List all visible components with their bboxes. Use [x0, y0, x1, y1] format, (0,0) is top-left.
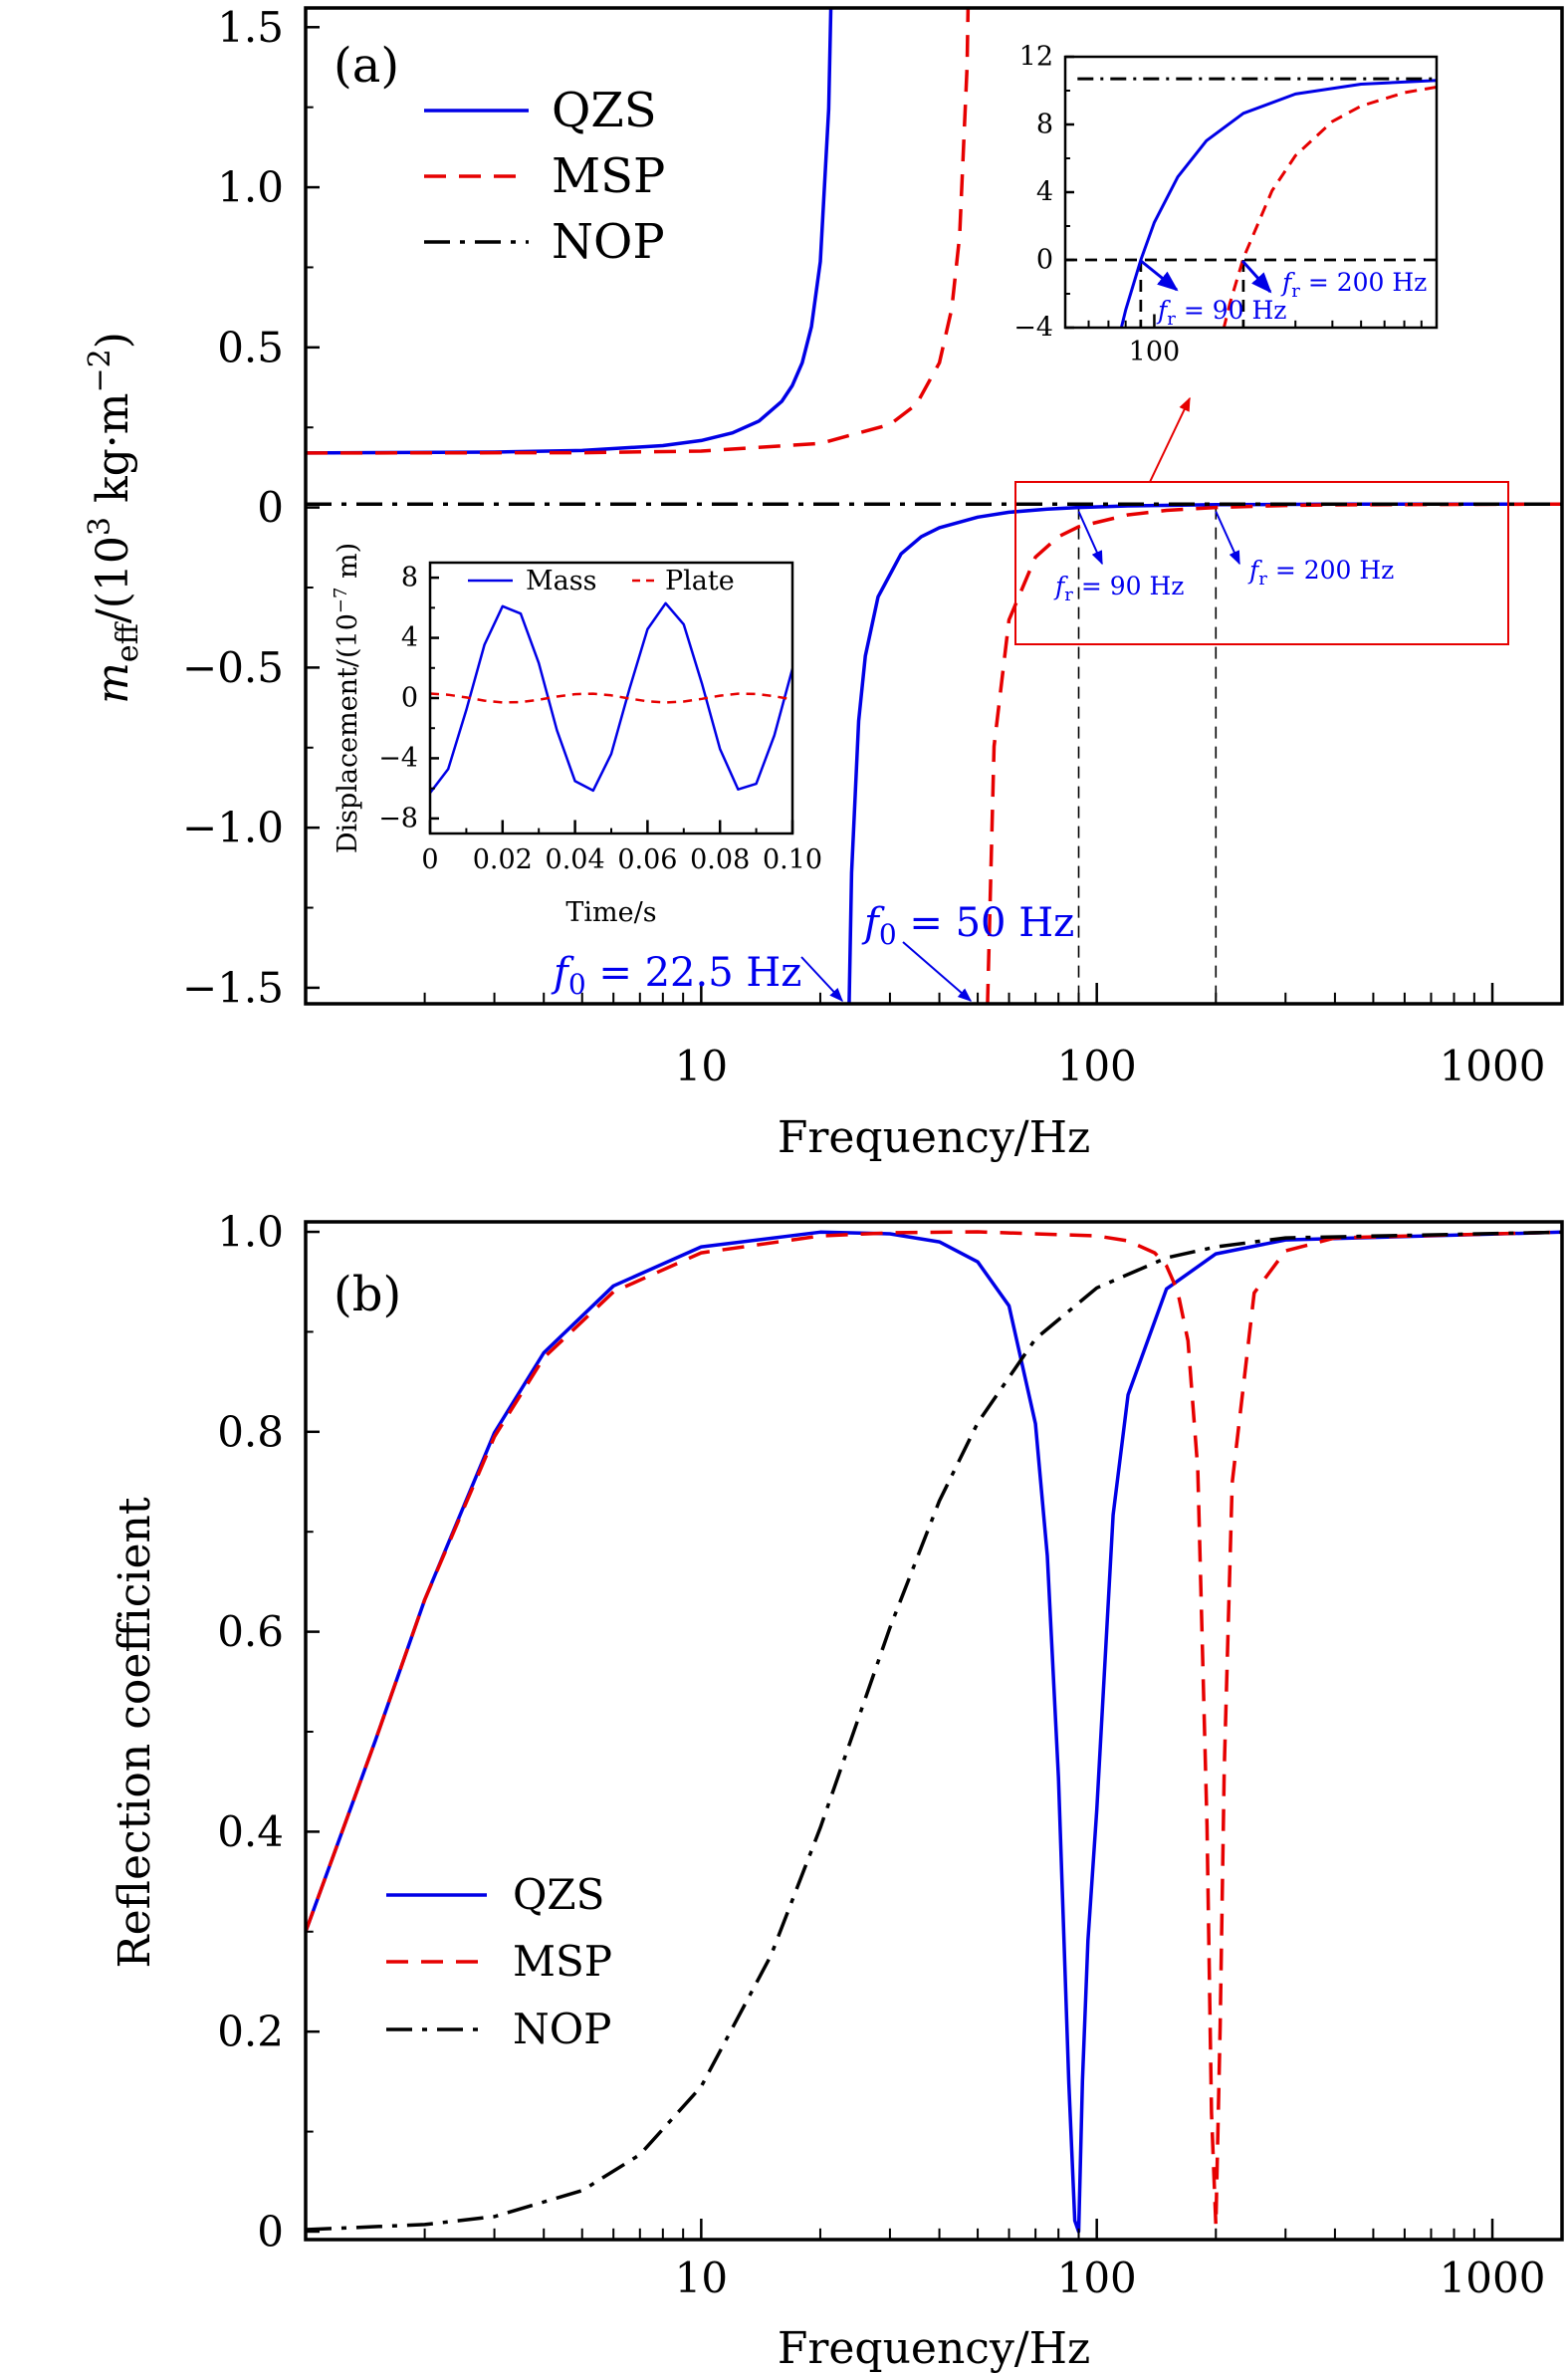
y-tick-label: 1.5 — [217, 3, 284, 52]
inset-zoomed-effective-mass: 12 8 4 0 −4 100 — [1013, 42, 1439, 367]
panel-b-tag: (b) — [334, 1267, 401, 1322]
panel-b-xlabel: Frequency/Hz — [778, 2323, 1090, 2374]
plot-background — [306, 1222, 1562, 2240]
arrow-icon — [1077, 511, 1103, 566]
legend-label-qzs: QZS — [552, 83, 657, 138]
plot-area — [306, 1230, 1562, 2234]
annotation-fr-msp: fr = 200 Hz — [1215, 511, 1394, 590]
legend-label-msp: MSP — [513, 1937, 612, 1986]
y-tick-label: −0.5 — [182, 643, 284, 692]
x-tick-label: 0.08 — [690, 844, 750, 875]
inset-displacement-xlabel: Time/s — [565, 897, 656, 928]
x-tick-label: 10 — [675, 2254, 728, 2302]
svg-text:f0 = 22.5 Hz: f0 = 22.5 Hz — [551, 950, 801, 1001]
legend-label-msp: MSP — [552, 148, 665, 204]
panel-a-legend: QZS MSP NOP — [424, 83, 665, 270]
y-tick-label: 0.8 — [217, 1407, 284, 1456]
inset-displacement-legend: Mass Plate — [468, 566, 735, 596]
y-tick-label: −4 — [1013, 313, 1053, 344]
panel-b-legend: QZS MSP NOP — [386, 1870, 612, 2053]
series-qzs-line — [306, 1230, 1562, 2234]
y-tick-label: 0.6 — [217, 1607, 284, 1656]
panel-a-ylabel: meff/(103 kg·m−2) — [83, 332, 145, 704]
arrow-icon — [1215, 511, 1240, 566]
panel-b-ylabel: Reflection coefficient — [110, 1497, 160, 1968]
y-tick-label: 0.4 — [217, 1807, 284, 1856]
y-tick-label: 1.0 — [217, 163, 284, 212]
x-tick-label: 0.04 — [546, 844, 605, 875]
inset-displacement-ylabel: Displacement/(10−7 m) — [331, 543, 363, 853]
legend-label-mass: Mass — [526, 566, 596, 596]
y-tick-label: 0.5 — [217, 323, 284, 371]
inset-annotation-fr-msp: fr = 200 Hz — [1240, 259, 1427, 302]
legend-label-plate: Plate — [665, 566, 735, 596]
annotation-f0-msp: f0 = 50 Hz — [861, 900, 1074, 1002]
svg-text:fr = 90 Hz: fr = 90 Hz — [1053, 572, 1184, 605]
svg-text:f0 = 50 Hz: f0 = 50 Hz — [861, 900, 1074, 951]
y-tick-label: 0 — [257, 483, 284, 532]
arrow-icon — [1240, 259, 1272, 294]
legend-label-qzs: QZS — [513, 1870, 604, 1919]
x-tick-label: 0.02 — [473, 844, 533, 875]
inset-annotation-fr-qzs: fr = 90 Hz — [1140, 259, 1286, 330]
y-tick-label: −4 — [378, 743, 418, 774]
axes-frame — [304, 1220, 1564, 2242]
y-tick-label: 8 — [401, 563, 418, 594]
inset-displacement: 840−4−80 0.02 0.04 0.06 0.08 0.10 — [378, 561, 822, 875]
x-tick-label: 0 — [421, 844, 438, 875]
x-tick-label: 1000 — [1440, 1042, 1546, 1090]
x-tick-label: 100 — [1057, 1042, 1137, 1090]
series-mass-line — [430, 601, 792, 794]
x-tick-label: 100 — [1057, 2254, 1137, 2302]
y-tick-label: 0.2 — [217, 2008, 284, 2056]
y-tick-label: 0 — [257, 2207, 284, 2256]
plot-background — [430, 563, 792, 833]
y-tick-label: −1.0 — [182, 804, 284, 852]
legend-label-nop: NOP — [552, 214, 665, 270]
x-tick-label: 1000 — [1440, 2254, 1546, 2302]
panel-b-reflection: 1.0 0.8 0.6 0.4 0.2 0 10 100 1000 — [217, 1208, 1564, 2302]
plot-area — [430, 601, 792, 794]
svg-text:fr = 90 Hz: fr = 90 Hz — [1156, 296, 1286, 330]
series-nop-line — [306, 1230, 1562, 2232]
y-tick-label: 4 — [401, 622, 418, 653]
annotation-fr-qzs: fr = 90 Hz — [1053, 511, 1184, 605]
zoom-region-box — [1014, 481, 1509, 645]
y-tick-label: 1.0 — [217, 1208, 284, 1257]
panel-a-tag: (a) — [334, 38, 399, 94]
y-tick-label: 8 — [1036, 110, 1053, 140]
arrow-icon — [1140, 259, 1179, 292]
axes-frame — [304, 6, 1564, 1006]
y-tick-label: 0 — [1036, 245, 1053, 276]
series-plate-line — [430, 692, 792, 704]
x-tick-label: 0.06 — [617, 844, 677, 875]
y-tick-label: 0 — [401, 683, 418, 714]
svg-text:fr = 200 Hz: fr = 200 Hz — [1280, 268, 1427, 302]
y-tick-label: 12 — [1019, 42, 1053, 73]
svg-text:fr = 200 Hz: fr = 200 Hz — [1247, 556, 1394, 590]
x-tick-label: 10 — [675, 1042, 728, 1090]
series-msp-line — [1222, 85, 1437, 328]
series-qzs-line — [1119, 79, 1437, 328]
y-tick-label: −1.5 — [182, 963, 284, 1012]
arrow-icon — [902, 941, 973, 1002]
y-tick-label: 4 — [1036, 177, 1053, 208]
arrow-icon — [800, 956, 843, 1003]
plot-area — [1065, 77, 1437, 328]
panel-a-xlabel: Frequency/Hz — [778, 1112, 1090, 1163]
plot-area — [306, 8, 1562, 1004]
x-tick-label: 100 — [1129, 337, 1181, 367]
series-msp-line — [306, 1230, 1562, 2228]
y-tick-label: −8 — [378, 803, 418, 833]
x-tick-label: 0.10 — [763, 844, 822, 875]
annotation-f0-qzs: f0 = 22.5 Hz — [551, 950, 843, 1003]
series-msp-line — [306, 8, 1562, 1004]
zoom-connector-arrow-icon — [1149, 396, 1191, 483]
legend-label-nop: NOP — [513, 2005, 611, 2053]
